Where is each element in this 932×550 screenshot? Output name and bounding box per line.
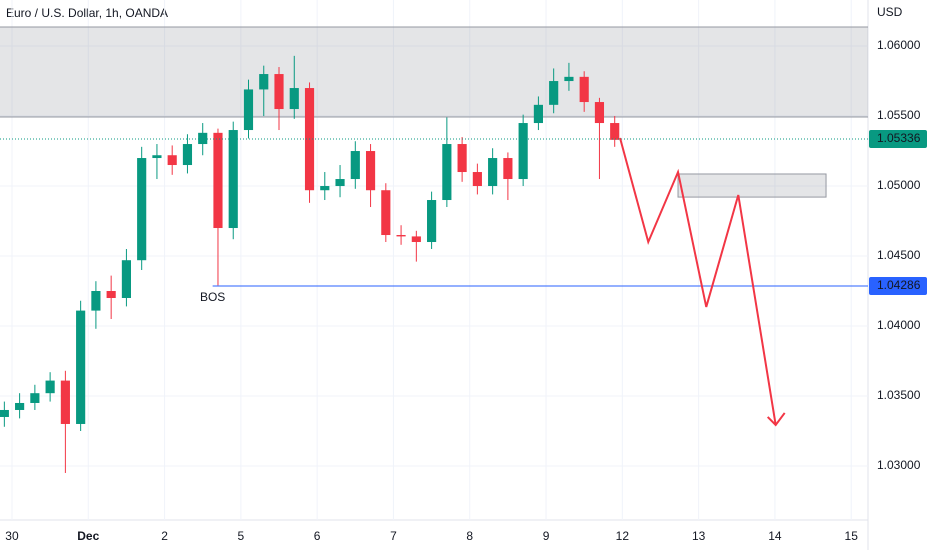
x-tick-label: 13 (692, 529, 706, 543)
x-tick-label: 15 (845, 529, 859, 543)
bos-label: BOS (200, 290, 225, 304)
x-tick-label: 7 (390, 529, 397, 543)
candle-body (320, 186, 330, 191)
zone (677, 173, 827, 198)
candle-body (503, 158, 513, 180)
candle-body (457, 144, 467, 173)
projection-arrowhead (766, 412, 786, 427)
candle-body (182, 144, 193, 166)
candle-body (427, 200, 437, 243)
candle-body (121, 260, 131, 299)
candle-body (167, 155, 177, 166)
candle-body (594, 102, 605, 124)
candle-body (381, 190, 391, 236)
x-tick-label: 30 (5, 529, 19, 543)
y-tick-label: 1.06000 (877, 38, 921, 52)
candle-body (472, 172, 482, 187)
y-tick-label: 1.03000 (877, 458, 921, 472)
x-tick-label: 2 (161, 529, 168, 543)
x-tick-label: 8 (466, 529, 473, 543)
candle-body (198, 132, 208, 145)
candle-body (564, 76, 574, 82)
candle-body (0, 409, 9, 417)
x-tick-label: 14 (768, 529, 782, 543)
zone (0, 27, 868, 118)
candle-body (442, 144, 452, 201)
candle-body (91, 291, 101, 311)
candle-body (411, 236, 421, 243)
candle-body (15, 402, 25, 410)
candle-body (350, 151, 360, 180)
candle-body (228, 130, 238, 229)
y-tick-label: 1.04500 (877, 248, 921, 262)
candle-body (549, 81, 559, 105)
candle-body (274, 74, 284, 110)
candle-body (396, 235, 406, 237)
last-price-box (869, 129, 927, 148)
x-tick-label: 9 (543, 529, 550, 543)
y-tick-label: 1.04000 (877, 318, 921, 332)
candle-body (60, 380, 70, 424)
candle-body (213, 132, 223, 229)
candle-body (579, 76, 589, 103)
x-tick-label: 6 (314, 529, 321, 543)
currency: USD (877, 5, 903, 19)
candle-body (518, 123, 528, 180)
bos-price-label: 1.04286 (877, 278, 921, 292)
candle-body (106, 291, 116, 299)
candle-body (365, 151, 376, 191)
candle-body (259, 74, 269, 90)
x-tick-label: 5 (238, 529, 245, 543)
chart-title: Euro / U.S. Dollar, 1h, OANDA (6, 6, 168, 20)
candle-body (30, 393, 40, 403)
y-tick-label: 1.03500 (877, 388, 921, 402)
candle-body (45, 380, 55, 394)
bos-price-box (869, 276, 927, 295)
candle-body (488, 158, 498, 187)
x-tick-label: Dec (77, 529, 99, 543)
candle-body (243, 89, 254, 131)
candle-body (533, 104, 543, 124)
projection-path (619, 137, 777, 426)
candle-body (152, 155, 162, 159)
candle-body (335, 179, 345, 187)
candle-body (610, 123, 620, 140)
x-tick-label: 12 (616, 529, 630, 543)
candle-body (289, 88, 299, 110)
last-price-label: 1.05336 (877, 131, 921, 145)
candle-body (76, 310, 86, 424)
candle-body (137, 158, 147, 261)
y-tick-label: 1.05000 (877, 178, 921, 192)
y-tick-label: 1.05500 (877, 108, 921, 122)
